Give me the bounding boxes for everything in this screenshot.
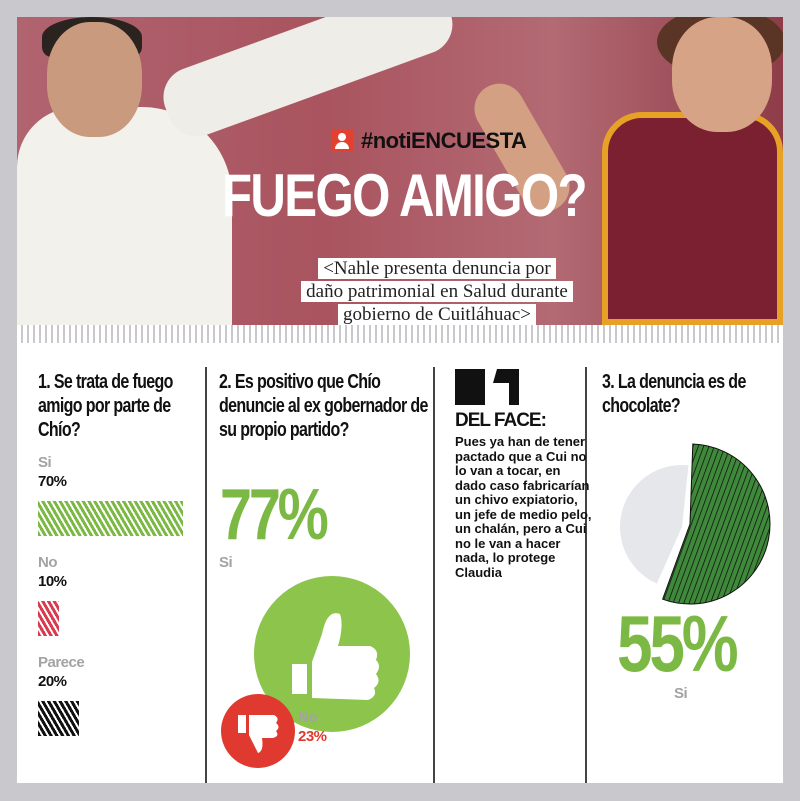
thumbs-down-icon [221, 694, 295, 768]
subtitle-line: daño patrimonial en Salud durante [301, 281, 573, 302]
pie-slice-no [620, 465, 689, 584]
q3-yes-percent: 55% [617, 599, 739, 688]
q2-yes-percent: 77% [220, 475, 329, 555]
quote-icon [455, 369, 519, 405]
subtitle: <Nahle presenta denuncia por daño patrim… [272, 257, 602, 325]
man-head [47, 22, 142, 137]
q2-no-percent: 23% [298, 728, 327, 745]
woman-figure [602, 112, 783, 325]
subtitle-line: gobierno de Cuitláhuac> [338, 304, 536, 325]
bar-si [38, 501, 183, 536]
infographic: #notiENCUESTA FUEGO AMIGO? <Nahle presen… [17, 17, 783, 783]
q3-yes-label: Si [674, 685, 688, 702]
question-1: 1. Se trata de fuego amigo por parte de … [38, 371, 173, 441]
q3-pie-chart [620, 443, 771, 605]
woman-head [672, 17, 772, 132]
divider [433, 367, 435, 783]
face-heading: DEL FACE: [455, 410, 547, 431]
header-photo: #notiENCUESTA FUEGO AMIGO? <Nahle presen… [17, 17, 783, 325]
q2-no-label: No [298, 709, 318, 726]
man-arm [155, 17, 461, 145]
main-title: FUEGO AMIGO? [222, 162, 588, 229]
hashtag-badge: #notiENCUESTA [331, 128, 527, 153]
bar-no [38, 601, 59, 636]
bar-value-label: 20% [38, 673, 67, 690]
divider [585, 367, 587, 783]
question-3: 3. La denuncia es de chocolate? [602, 371, 746, 417]
bar-category-label: No [38, 554, 58, 571]
bar-value-label: 70% [38, 473, 67, 490]
user-icon [331, 130, 353, 152]
divider [205, 367, 207, 783]
face-comment: Pues ya han de tener pactado que a Cui n… [455, 434, 592, 580]
man-figure [17, 107, 232, 325]
tick-strip [17, 325, 783, 345]
hashtag: #notiENCUESTA [361, 128, 527, 153]
bar-parece [38, 701, 80, 736]
question-2: 2. Es positivo que Chío denuncie al ex g… [219, 371, 428, 441]
subtitle-line: <Nahle presenta denuncia por [318, 258, 556, 279]
pie-slice-si [661, 443, 771, 605]
bar-category-label: Parece [38, 654, 85, 671]
bar-category-label: Si [38, 454, 52, 471]
bar-value-label: 10% [38, 573, 67, 590]
q2-yes-label: Si [219, 554, 233, 571]
thumbs-up-icon [254, 576, 410, 732]
